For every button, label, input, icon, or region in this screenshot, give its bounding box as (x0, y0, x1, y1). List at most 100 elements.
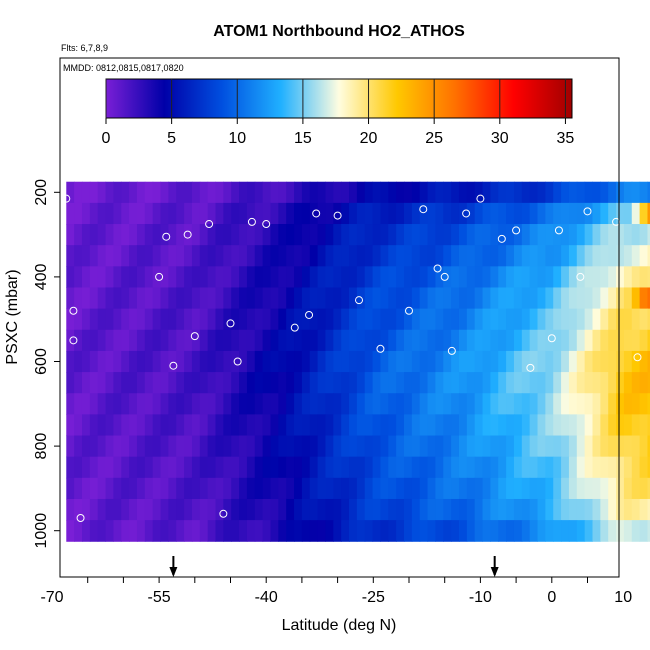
heatmap-cell (160, 393, 169, 415)
heatmap-cell (333, 520, 342, 542)
heatmap-cell (592, 308, 601, 331)
heatmap-cell (199, 266, 209, 288)
heatmap-cell (404, 181, 413, 204)
heatmap-cell (600, 350, 609, 373)
heatmap-cell (490, 287, 499, 310)
heatmap-cell (270, 181, 279, 204)
heatmap-cell (380, 181, 389, 204)
heatmap-cell (435, 202, 444, 225)
heatmap-cell (191, 350, 201, 373)
heatmap-cell (325, 456, 334, 479)
heatmap-cell (270, 414, 279, 437)
heatmap-cell (553, 202, 562, 225)
heatmap-cell (561, 435, 570, 458)
heatmap-cell (136, 245, 146, 267)
heatmap-cell (537, 202, 546, 225)
heatmap-cell (301, 329, 311, 352)
heatmap-cell (121, 181, 130, 204)
heatmap-cell (529, 498, 539, 521)
heatmap-cell (113, 435, 122, 458)
heatmap-cell (176, 308, 185, 331)
heatmap-cell (121, 287, 130, 310)
heatmap-cell (341, 372, 350, 394)
sample-point (233, 357, 242, 366)
heatmap-cell (396, 498, 405, 521)
heatmap-cell (435, 350, 444, 373)
heatmap-cell (215, 372, 224, 394)
colorbar-tick-label: 10 (228, 130, 246, 147)
heatmap-cell (616, 520, 625, 542)
heatmap-cell (270, 393, 279, 415)
heatmap-cell (113, 329, 122, 352)
heatmap-cell (490, 329, 499, 352)
heatmap-cell (631, 372, 641, 394)
sample-point (447, 346, 456, 355)
heatmap-cell (184, 202, 193, 225)
heatmap-cell (254, 287, 264, 310)
heatmap-cell (176, 414, 185, 437)
heatmap-cell (513, 245, 523, 267)
heatmap-cell (105, 393, 114, 415)
heatmap-cell (356, 245, 366, 267)
heatmap-cell (168, 329, 177, 352)
heatmap-cell (294, 520, 303, 542)
heatmap-cell (278, 224, 287, 246)
heatmap-cell (278, 477, 287, 500)
heatmap-cell (561, 456, 570, 479)
heatmap-cell (537, 498, 546, 521)
heatmap-cell (254, 202, 264, 225)
heatmap-cell (113, 181, 122, 204)
heatmap-cell (474, 287, 484, 310)
heatmap-cell (246, 308, 256, 331)
heatmap-cell (616, 393, 625, 415)
heatmap-cell (584, 498, 593, 521)
heatmap-cell (254, 520, 264, 542)
heatmap-cell (411, 245, 421, 267)
heatmap-cell (129, 393, 138, 415)
heatmap-cell (404, 224, 413, 246)
heatmap-cell (121, 329, 130, 352)
heatmap-cell (74, 202, 83, 225)
heatmap-cell (623, 393, 633, 415)
heatmap-cell (600, 308, 609, 331)
heatmap-cell (616, 477, 625, 500)
heatmap-cell (498, 520, 507, 542)
heatmap-cell (631, 287, 641, 310)
heatmap-cell (600, 224, 609, 246)
heatmap-cell (608, 393, 617, 415)
heatmap-cell (136, 287, 146, 310)
heatmap-cell (451, 477, 460, 500)
heatmap-cell (97, 498, 107, 521)
heatmap-cell (466, 266, 476, 288)
heatmap-cell (443, 350, 452, 373)
heatmap-cell (81, 498, 91, 521)
heatmap-cell (396, 435, 405, 458)
heatmap-cell (294, 266, 303, 288)
heatmap-cell (294, 245, 303, 267)
heatmap-cell (239, 329, 248, 352)
heatmap-cell (325, 308, 334, 331)
heatmap-cell (341, 435, 350, 458)
heatmap-cell (333, 498, 342, 521)
sample-point (76, 514, 85, 523)
heatmap-cell (121, 520, 130, 542)
heatmap-cell (545, 245, 554, 267)
heatmap-cell (419, 414, 429, 437)
heatmap-cell (404, 414, 413, 437)
heatmap-cell (81, 393, 91, 415)
heatmap-cell (435, 435, 444, 458)
heatmap-cell (482, 393, 491, 415)
heatmap-cell (309, 435, 319, 458)
heatmap-cell (592, 202, 601, 225)
heatmap-cell (144, 202, 154, 225)
heatmap-cell (616, 202, 625, 225)
heatmap-cell (364, 224, 374, 246)
heatmap-cell (600, 372, 609, 394)
sample-point (69, 306, 78, 315)
heatmap-cell (278, 329, 287, 352)
heatmap-cell (474, 435, 484, 458)
heatmap-cell (309, 202, 319, 225)
heatmap-cell (537, 393, 546, 415)
heatmap-cell (191, 414, 201, 437)
heatmap-cell (592, 287, 601, 310)
